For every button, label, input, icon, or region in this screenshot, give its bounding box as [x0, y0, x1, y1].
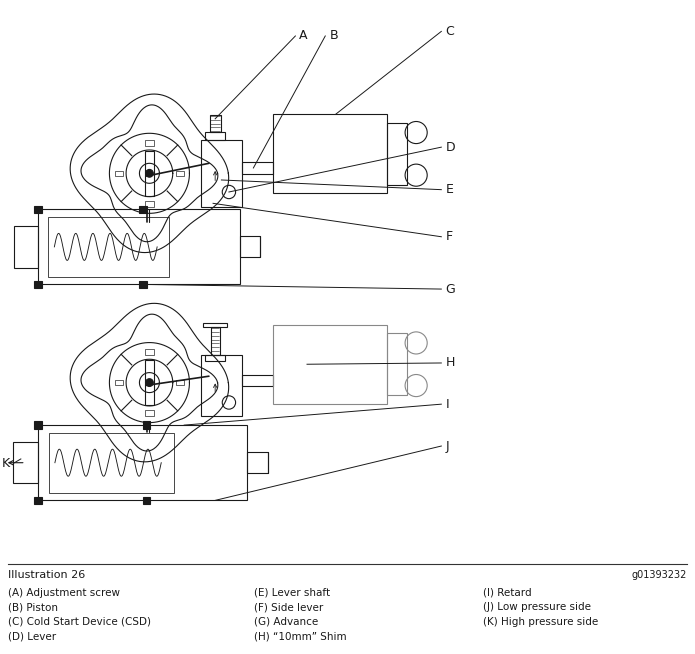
Bar: [35, 496, 42, 504]
Bar: [145, 151, 154, 196]
Bar: [240, 236, 260, 258]
Circle shape: [145, 379, 154, 387]
Bar: [145, 201, 154, 207]
Text: K: K: [2, 456, 10, 470]
Bar: [49, 217, 170, 277]
Bar: [13, 442, 38, 483]
Text: I: I: [445, 398, 449, 411]
Text: G: G: [445, 283, 455, 296]
Bar: [273, 325, 387, 404]
Bar: [243, 375, 273, 386]
Text: (B) Piston: (B) Piston: [8, 602, 58, 612]
Text: (K) High pressure side: (K) High pressure side: [483, 617, 598, 627]
Bar: [387, 334, 407, 395]
Bar: [387, 123, 407, 184]
Text: (G) Advance: (G) Advance: [254, 617, 318, 627]
Bar: [201, 140, 243, 207]
Text: H: H: [445, 356, 455, 370]
Text: (I) Retard: (I) Retard: [483, 588, 532, 598]
Bar: [35, 421, 42, 429]
Bar: [38, 425, 247, 500]
Text: D: D: [445, 141, 455, 154]
Bar: [176, 380, 184, 385]
Bar: [201, 354, 243, 416]
Bar: [49, 433, 174, 493]
Bar: [38, 209, 240, 284]
Bar: [115, 171, 123, 176]
Bar: [139, 281, 147, 288]
Bar: [203, 322, 227, 327]
Text: (F) Side lever: (F) Side lever: [254, 602, 323, 612]
Bar: [273, 114, 387, 194]
Text: B: B: [329, 29, 338, 43]
Bar: [247, 452, 268, 473]
Circle shape: [145, 169, 154, 177]
Bar: [243, 162, 273, 173]
Bar: [145, 140, 154, 145]
Text: C: C: [445, 25, 454, 38]
Text: (E) Lever shaft: (E) Lever shaft: [254, 588, 330, 598]
Bar: [145, 360, 154, 405]
Text: J: J: [445, 439, 449, 453]
Bar: [14, 226, 38, 267]
Text: (A) Adjustment screw: (A) Adjustment screw: [8, 588, 120, 598]
Bar: [143, 496, 150, 504]
Text: (C) Cold Start Device (CSD): (C) Cold Start Device (CSD): [8, 617, 152, 627]
Bar: [210, 116, 221, 132]
Bar: [35, 205, 42, 213]
Text: A: A: [300, 29, 308, 43]
Bar: [211, 327, 220, 354]
Bar: [205, 132, 225, 140]
Bar: [139, 205, 147, 213]
Text: (J) Low pressure side: (J) Low pressure side: [483, 602, 591, 612]
Bar: [115, 380, 123, 385]
Text: g01393232: g01393232: [631, 570, 687, 579]
Bar: [143, 421, 150, 429]
Text: (D) Lever: (D) Lever: [8, 631, 56, 642]
Bar: [145, 411, 154, 416]
Bar: [145, 349, 154, 354]
Text: (H) “10mm” Shim: (H) “10mm” Shim: [254, 631, 346, 642]
Bar: [176, 171, 184, 176]
Text: Illustration 26: Illustration 26: [8, 570, 85, 579]
Bar: [35, 281, 42, 288]
Bar: [205, 354, 225, 362]
Text: E: E: [445, 183, 453, 196]
Text: F: F: [445, 230, 452, 243]
